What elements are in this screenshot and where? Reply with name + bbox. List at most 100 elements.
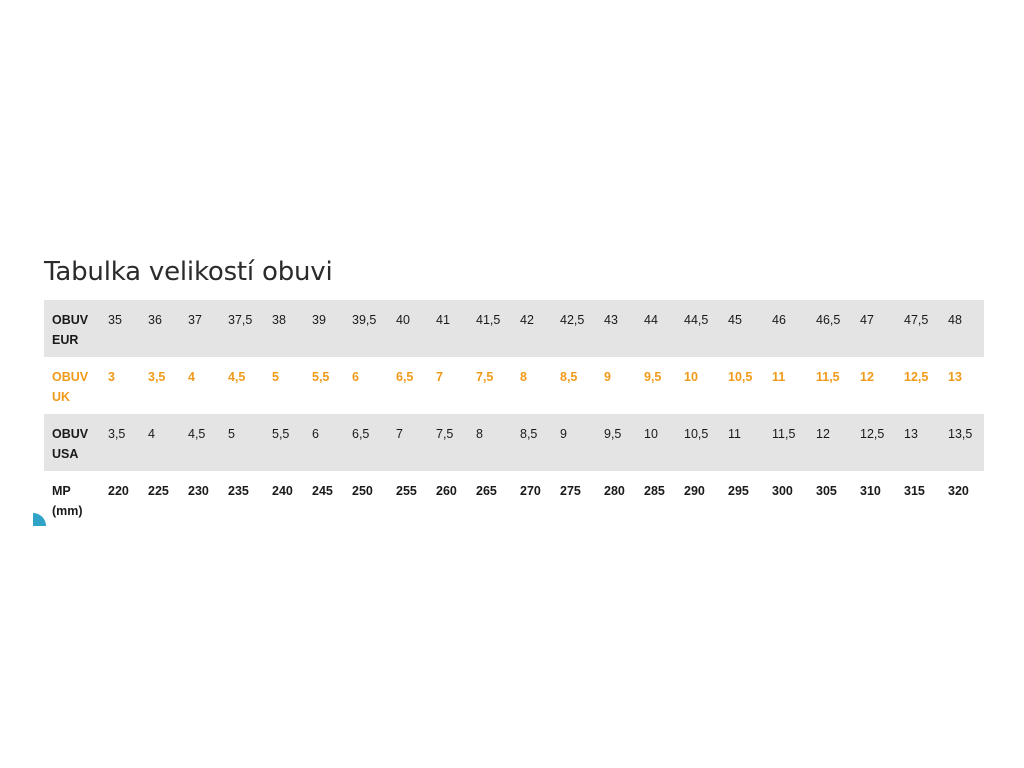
size-cell: 220: [108, 484, 129, 498]
size-cell: 9,5: [644, 370, 662, 384]
row-usa: OBUV USA 3,5 4 4,5 5 5,5 6 6,5 7 7,5 8 8,5 9 9,5 10 10,5…: [44, 414, 984, 471]
size-cell: 8,5: [520, 427, 538, 441]
size-cell: 305: [816, 484, 837, 498]
size-cell: 13: [904, 427, 918, 441]
size-cell: 42,5: [560, 313, 585, 327]
size-cell: 12,5: [904, 370, 929, 384]
size-cell: 41: [436, 313, 450, 327]
size-cell: 6,5: [396, 370, 414, 384]
size-cell: 46: [772, 313, 786, 327]
size-cell: 47,5: [904, 313, 929, 327]
row-eur: OBUV EUR 35 36 37 37,5 38 39 39,5 40 41 41,5 42 42,5 4…: [44, 300, 984, 357]
size-cell: 245: [312, 484, 333, 498]
size-cell: 7,5: [436, 427, 454, 441]
size-cell: 4,5: [188, 427, 206, 441]
size-cell: 270: [520, 484, 541, 498]
size-cell: 41,5: [476, 313, 501, 327]
size-cell: 38: [272, 313, 286, 327]
size-cell: 225: [148, 484, 169, 498]
size-cell: 9: [604, 370, 611, 384]
size-cell: 44: [644, 313, 658, 327]
size-cell: 265: [476, 484, 497, 498]
size-cell: 315: [904, 484, 925, 498]
size-cell: 39: [312, 313, 326, 327]
row-label: MP (mm): [44, 471, 108, 528]
size-cell: 10: [684, 370, 698, 384]
size-cell: 4,5: [228, 370, 246, 384]
row-label-line: OBUV: [52, 427, 89, 441]
row-label-line: OBUV: [52, 370, 89, 384]
size-cell: 275: [560, 484, 581, 498]
size-cell: 3,5: [148, 370, 166, 384]
row-uk: OBUV UK 3 3,5 4 4,5 5 5,5 6 6,5 7 7,5 8 8,5 9 9,5 10 10,5…: [44, 357, 984, 414]
size-cell: 285: [644, 484, 665, 498]
row-label-line: UK: [52, 390, 71, 404]
page-title: Tabulka velikostí obuvi: [44, 257, 333, 287]
size-cell: 46,5: [816, 313, 841, 327]
row-label: OBUV USA: [44, 414, 108, 471]
size-cell: 230: [188, 484, 209, 498]
size-cell: 9,5: [604, 427, 622, 441]
size-cell: 11: [728, 427, 741, 441]
size-cell: 12,5: [860, 427, 885, 441]
size-table: OBUV EUR 35 36 37 37,5 38 39 39,5 40 41 41,5 42 42,5 4…: [44, 300, 984, 528]
size-cell: 250: [352, 484, 373, 498]
size-cell: 5,5: [312, 370, 330, 384]
row-mp: MP (mm) 220 225 230 235 240 245 250 255 260 265 270 2…: [44, 471, 984, 528]
size-cell: 6: [312, 427, 319, 441]
size-cell: 37,5: [228, 313, 253, 327]
size-cell: 290: [684, 484, 705, 498]
size-cell: 47: [860, 313, 874, 327]
size-cell: 255: [396, 484, 417, 498]
size-cell: 320: [948, 484, 969, 498]
size-cell: 5,5: [272, 427, 290, 441]
size-cell: 295: [728, 484, 749, 498]
size-cell: 10,5: [728, 370, 753, 384]
row-label-line: EUR: [52, 333, 79, 347]
size-cell: 8: [520, 370, 527, 384]
size-cell: 4: [148, 427, 155, 441]
size-cell: 310: [860, 484, 881, 498]
size-cell: 45: [728, 313, 742, 327]
size-cell: 3: [108, 370, 115, 384]
size-cell: 7: [396, 427, 403, 441]
size-cell: 11: [772, 370, 786, 384]
size-cell: 5: [272, 370, 279, 384]
size-cell: 39,5: [352, 313, 377, 327]
size-cell: 300: [772, 484, 793, 498]
size-cell: 42: [520, 313, 534, 327]
row-label: OBUV UK: [44, 357, 108, 414]
size-cell: 8,5: [560, 370, 578, 384]
size-cell: 6: [352, 370, 359, 384]
size-cell: 4: [188, 370, 195, 384]
size-cell: 7,5: [476, 370, 494, 384]
size-cell: 260: [436, 484, 457, 498]
size-cell: 44,5: [684, 313, 709, 327]
size-cell: 48: [948, 313, 962, 327]
row-label-line: MP: [52, 484, 71, 498]
size-cell: 43: [604, 313, 618, 327]
size-cell: 7: [436, 370, 443, 384]
size-cell: 10: [644, 427, 658, 441]
size-cell: 8: [476, 427, 483, 441]
size-cell: 6,5: [352, 427, 370, 441]
row-label: OBUV EUR: [44, 300, 108, 357]
size-cell: 11,5: [772, 427, 796, 441]
size-cell: 235: [228, 484, 249, 498]
size-cell: 12: [816, 427, 830, 441]
row-label-line: (mm): [52, 504, 83, 518]
size-cell: 13: [948, 370, 962, 384]
size-cell: 280: [604, 484, 625, 498]
size-cell: 40: [396, 313, 410, 327]
size-cell: 9: [560, 427, 567, 441]
size-cell: 36: [148, 313, 162, 327]
size-cell: 37: [188, 313, 202, 327]
row-label-line: USA: [52, 447, 79, 461]
row-label-line: OBUV: [52, 313, 89, 327]
size-cell: 11,5: [816, 370, 840, 384]
size-cell: 3,5: [108, 427, 126, 441]
size-cell: 35: [108, 313, 122, 327]
size-cell: 240: [272, 484, 293, 498]
size-cell: 5: [228, 427, 235, 441]
size-cell: 12: [860, 370, 874, 384]
